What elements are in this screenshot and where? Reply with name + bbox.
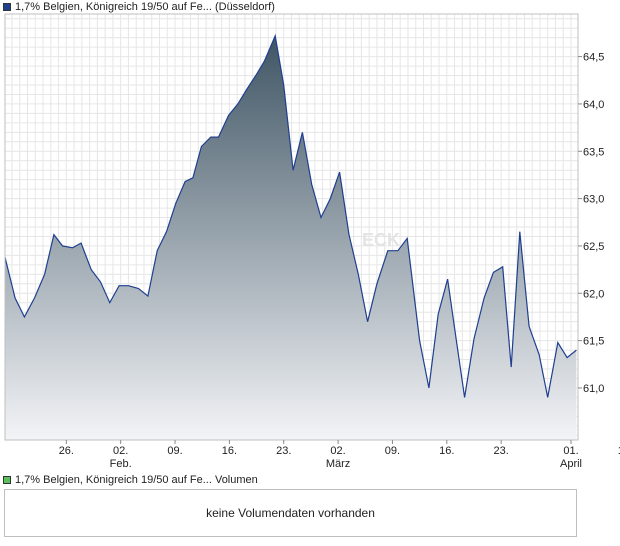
y-tick-label: 63,0 xyxy=(583,194,604,206)
y-tick-label: 64,0 xyxy=(583,99,604,111)
x-tick-label: 23. xyxy=(493,445,508,457)
volume-panel: keine Volumendaten vorhanden xyxy=(4,489,577,537)
y-tick-label: 63,5 xyxy=(583,146,604,158)
price-chart: ECK 61,0 61,5 62,0 62,5 63,0 63,5 64,0 64,5 26.… xyxy=(4,13,620,470)
y-axis: 61,0 61,5 62,0 62,5 63,0 63,5 64,0 64,5 xyxy=(578,52,604,395)
x-tick-label: 16. xyxy=(222,445,237,457)
volume-series-swatch xyxy=(3,476,11,484)
x-tick-label: 10. xyxy=(618,445,620,457)
x-tick-label: 01. xyxy=(563,445,578,457)
price-area-fill xyxy=(5,35,577,440)
volume-legend: 1,7% Belgien, Königreich 19/50 auf Fe...… xyxy=(3,473,258,487)
x-tick-month-label: Feb. xyxy=(110,458,132,470)
price-legend-label: 1,7% Belgien, Königreich 19/50 auf Fe...… xyxy=(15,1,275,13)
x-tick-label: 26. xyxy=(59,445,74,457)
x-tick-label: 16. xyxy=(439,445,454,457)
x-tick-month-label: März xyxy=(326,458,350,470)
x-tick-label: 23. xyxy=(276,445,291,457)
price-series-line xyxy=(5,33,577,398)
plot-frame xyxy=(4,13,579,441)
volume-legend-label: 1,7% Belgien, Königreich 19/50 auf Fe...… xyxy=(15,474,258,486)
y-tick-label: 64,5 xyxy=(583,52,604,64)
x-tick-label: 09. xyxy=(385,445,400,457)
y-tick-label: 62,0 xyxy=(583,288,604,300)
no-volume-message: keine Volumendaten vorhanden xyxy=(206,506,375,520)
y-tick-label: 62,5 xyxy=(583,241,604,253)
y-tick-label: 61,5 xyxy=(583,336,604,348)
x-tick-label: 09. xyxy=(167,445,182,457)
watermark: ECK xyxy=(362,230,400,250)
price-legend: 1,7% Belgien, Königreich 19/50 auf Fe...… xyxy=(3,0,275,14)
price-series-swatch xyxy=(3,3,11,11)
x-tick-month-label: April xyxy=(560,458,582,470)
y-tick-label: 61,0 xyxy=(583,383,604,395)
x-tick-label: 02. xyxy=(330,445,345,457)
x-tick-label: 02. xyxy=(113,445,128,457)
